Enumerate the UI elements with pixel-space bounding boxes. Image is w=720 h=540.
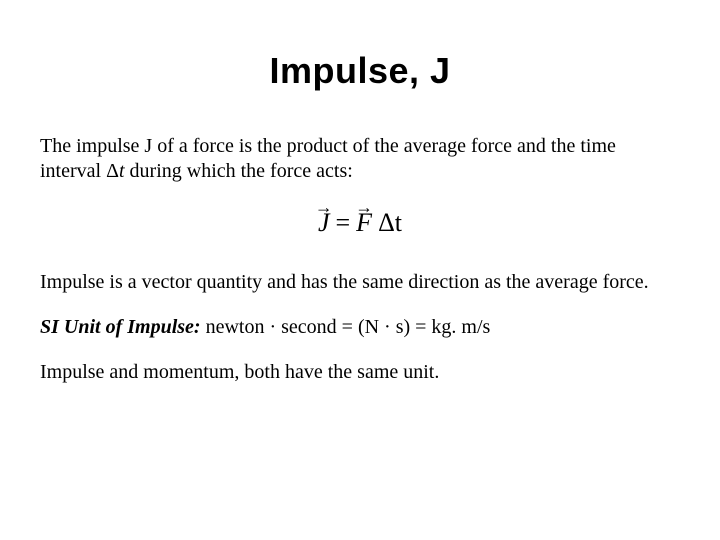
- page-title: Impulse, J: [40, 50, 680, 92]
- vector-paragraph: Impulse is a vector quantity and has the…: [40, 270, 680, 295]
- same-unit-paragraph: Impulse and momentum, both have the same…: [40, 360, 680, 385]
- eq-vector-f: F: [356, 208, 372, 238]
- eq-t: t: [395, 208, 402, 237]
- equation-block: J = F Δt: [40, 208, 680, 238]
- impulse-equation: J = F Δt: [318, 208, 402, 238]
- eq-vector-j: J: [318, 208, 330, 238]
- eq-delta-t: Δt: [378, 208, 402, 238]
- si-unit-paragraph: SI Unit of Impulse: newton · second = (N…: [40, 315, 680, 340]
- eq-delta: Δ: [378, 208, 395, 237]
- para1-text-b: during which the force acts:: [125, 160, 353, 182]
- si-unit-label: SI Unit of Impulse:: [40, 316, 201, 338]
- title-symbol: J: [430, 50, 451, 91]
- si-unit-text: newton · second = (N · s) = kg. m/s: [201, 316, 491, 338]
- delta-symbol: Δ: [106, 160, 119, 182]
- definition-paragraph: The impulse J of a force is the product …: [40, 134, 680, 184]
- eq-equals: =: [336, 208, 351, 238]
- title-prefix: Impulse,: [269, 50, 430, 91]
